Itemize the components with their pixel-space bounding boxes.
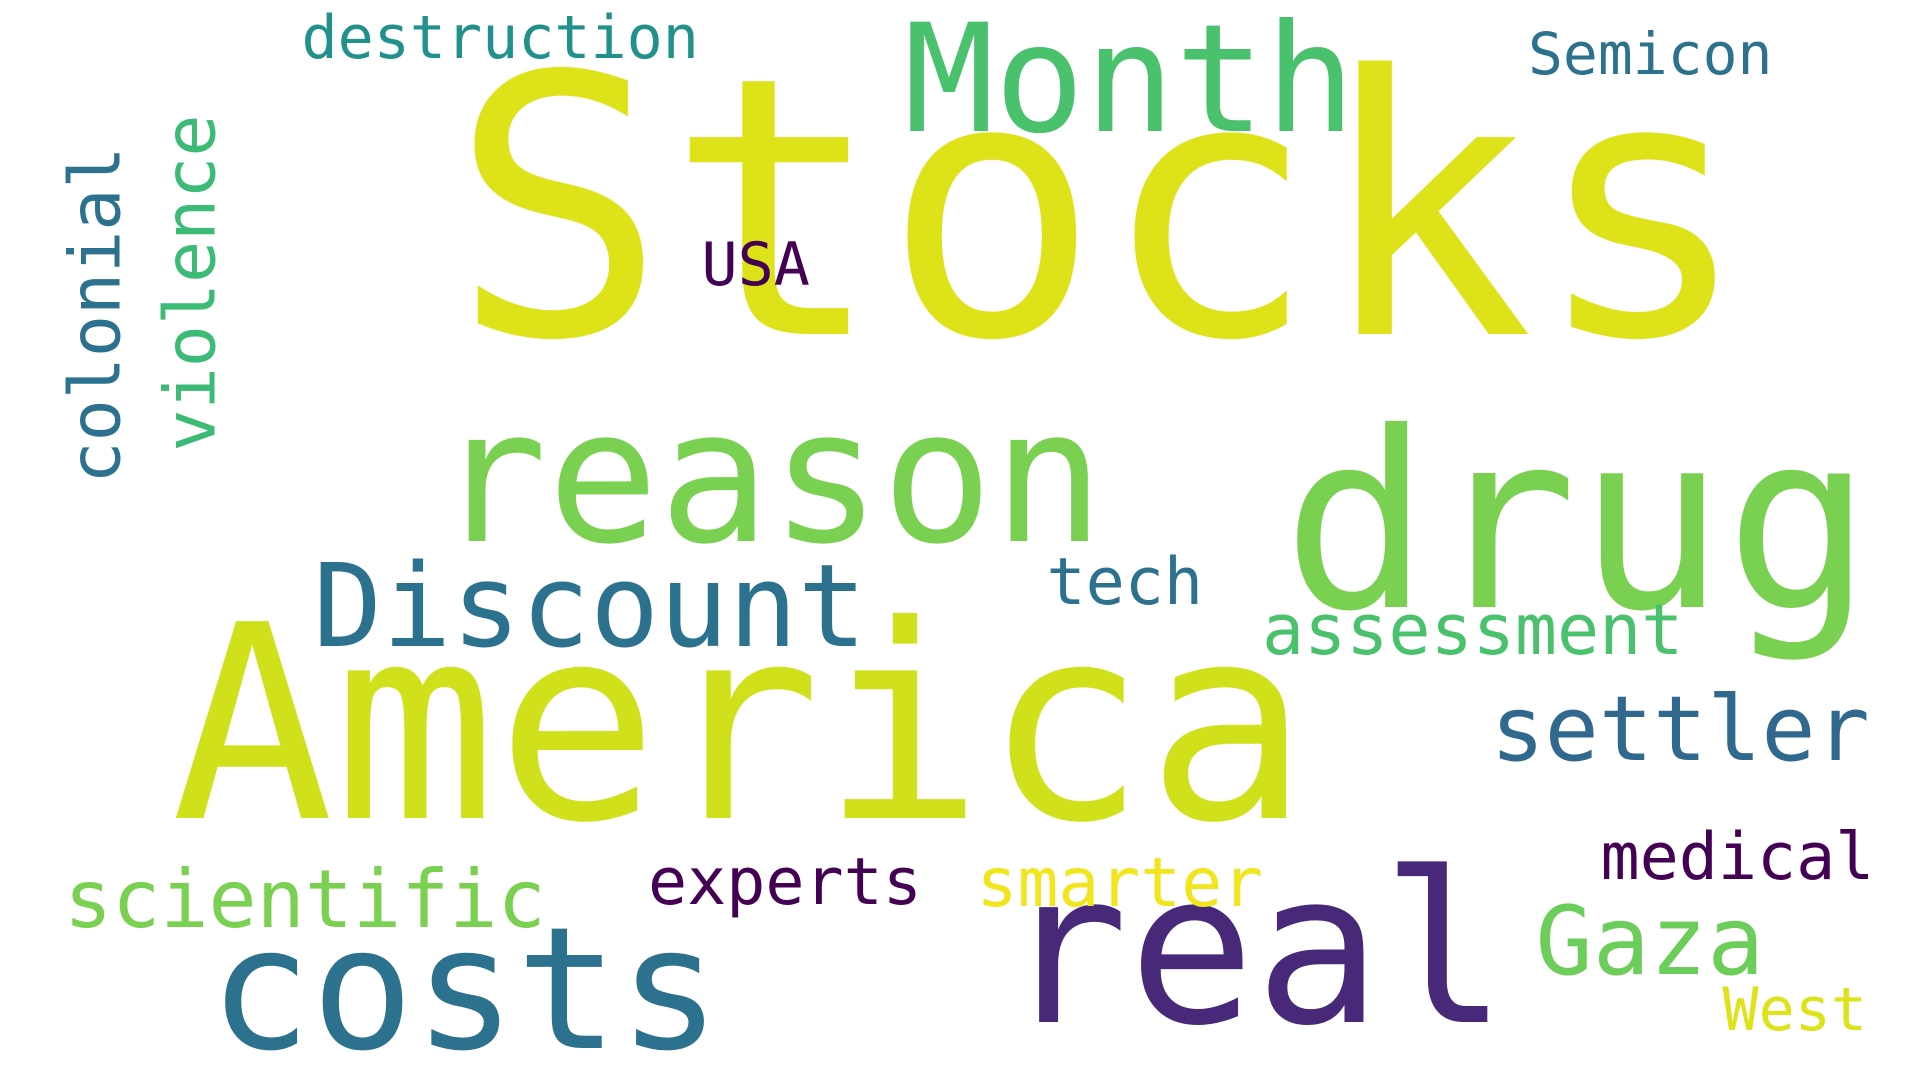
word-west: West <box>1722 975 1868 1045</box>
word-america: America <box>171 567 1309 882</box>
word-settler: settler <box>1490 677 1870 782</box>
word-semicon: Semicon <box>1528 20 1773 88</box>
word-drug: drug <box>1282 380 1873 665</box>
word-usa: USA <box>701 230 810 300</box>
word-tech: tech <box>1046 545 1204 620</box>
word-experts: experts <box>648 845 922 920</box>
word-colonial: colonial <box>54 146 137 484</box>
word-real: real <box>1002 827 1508 1072</box>
word-destruction: destruction <box>301 3 699 73</box>
word-scientific: scientific <box>64 853 546 946</box>
word-violence: violence <box>149 113 232 452</box>
word-month: Month <box>904 0 1356 167</box>
word-smarter: smarter <box>976 844 1264 923</box>
word-assessment: assessment <box>1262 589 1684 671</box>
word-discount: Discount <box>313 540 867 674</box>
word-reason: reason <box>436 369 1105 585</box>
word-costs: costs <box>209 891 721 1080</box>
word-medical: medical <box>1600 820 1875 895</box>
word-stocks: Stocks <box>450 0 1751 419</box>
word-gaza: Gaza <box>1535 887 1765 997</box>
